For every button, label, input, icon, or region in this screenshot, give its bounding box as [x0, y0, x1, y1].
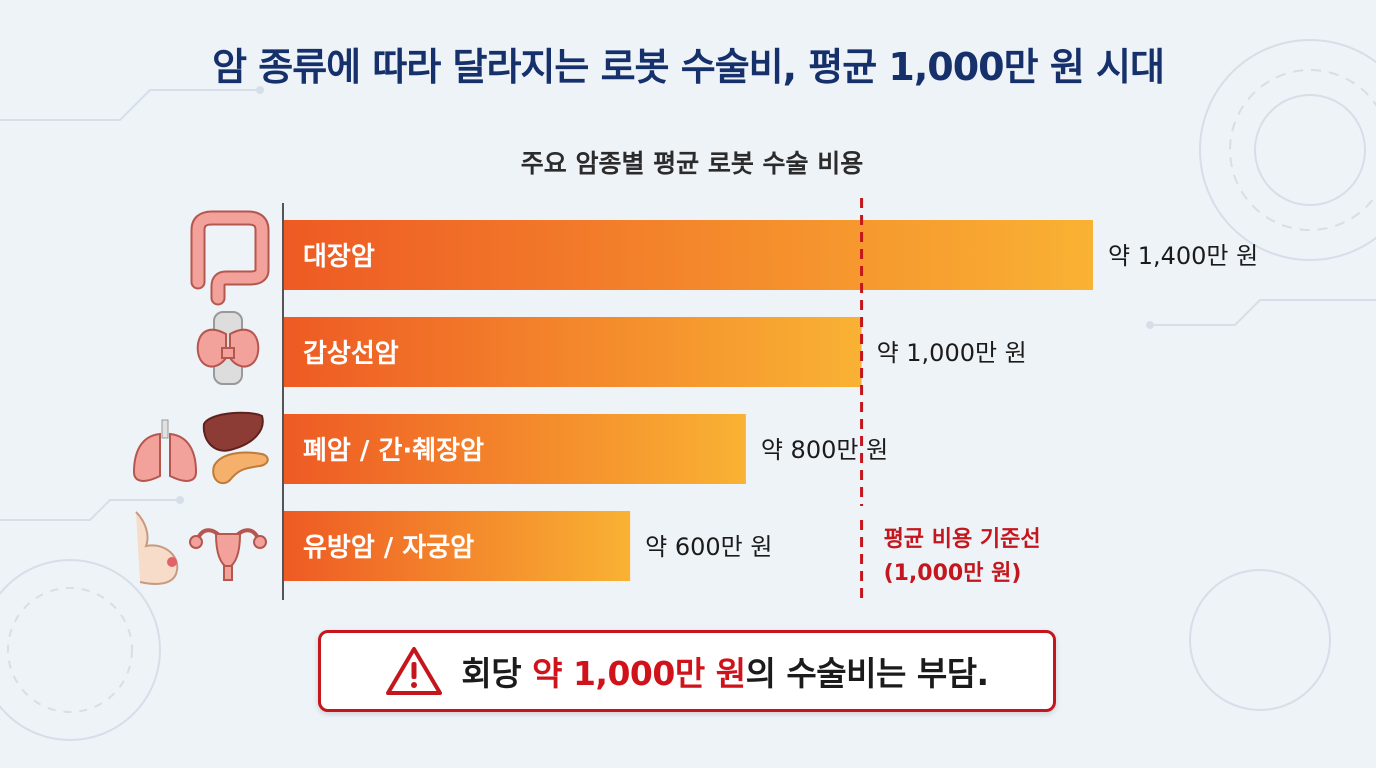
bar-3: [283, 511, 631, 581]
bar-label-1: 갑상선암: [303, 339, 399, 369]
bar-0: [283, 220, 1093, 290]
value-label-3: 약 600만 원: [645, 533, 772, 561]
thyroid-icon: [196, 311, 260, 385]
bar-1: [283, 317, 862, 387]
cost-warning-callout: 회당 약 1,000만 원의 수술비는 부담.: [318, 630, 1056, 712]
breast-icon: [135, 511, 179, 585]
bar-2: [283, 414, 746, 484]
value-label-2: 약 800만 원: [761, 436, 888, 464]
bar-label-3: 유방암 / 자궁암: [303, 533, 474, 563]
bar-label-2: 폐암 / 간·췌장암: [303, 436, 484, 466]
bar-label-0: 대장암: [303, 242, 375, 272]
page-title: 암 종류에 따라 달라지는 로봇 수술비, 평균 1,000만 원 시대: [212, 45, 1165, 89]
reference-label-line2: (1,000만 원): [884, 561, 1022, 586]
uterus-icon: [189, 528, 267, 581]
callout-prefix: 회당: [461, 654, 533, 693]
callout-text: 회당 약 1,000만 원의 수술비는 부담.: [461, 647, 990, 695]
reference-label-line1: 평균 비용 기준선: [884, 527, 1041, 552]
chart-title: 주요 암종별 평균 로봇 수술 비용: [520, 149, 864, 178]
colon-icon: [190, 210, 270, 306]
liver-pancreas-icon: [202, 411, 269, 485]
value-label-0: 약 1,400만 원: [1108, 242, 1258, 270]
callout-suffix: 의 수술비는 부담.: [745, 654, 990, 693]
value-label-1: 약 1,000만 원: [877, 339, 1027, 367]
lungs-icon: [132, 419, 198, 482]
callout-highlight: 약 1,000만 원: [532, 654, 746, 693]
warning-triangle-icon: [386, 647, 443, 695]
